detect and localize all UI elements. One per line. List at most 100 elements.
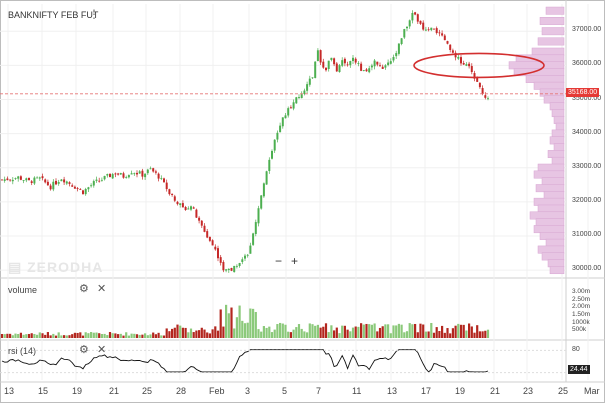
volume-bar — [270, 332, 274, 338]
volume-bar — [400, 324, 403, 338]
candle-body — [322, 61, 325, 68]
volume-bar — [435, 327, 438, 338]
candle-body — [438, 32, 441, 34]
volume-bar — [262, 326, 265, 338]
volume-bar — [179, 325, 182, 338]
volume-bar — [117, 334, 120, 338]
volume-bar — [54, 335, 58, 338]
volume-bar — [122, 335, 125, 338]
time-tick-label: Mar — [584, 386, 600, 396]
candle-body — [370, 65, 373, 68]
volume-profile-bar — [549, 266, 565, 275]
time-tick-label: 5 — [282, 386, 288, 396]
candle-body — [144, 173, 147, 178]
volume-bar — [195, 330, 198, 338]
volume-bar — [214, 326, 217, 338]
volume-bar — [422, 324, 425, 338]
candle-body — [268, 159, 271, 171]
candle-body — [379, 65, 381, 67]
candle-body — [435, 28, 438, 34]
volume-profile-bar — [525, 75, 565, 83]
price-tick-label: 33000.00 — [572, 162, 602, 170]
candle-body — [6, 178, 9, 181]
price-tick-label: 31000.00 — [572, 231, 602, 239]
zoom-in-button[interactable]: + — [291, 254, 299, 268]
volume-profile-bar — [539, 88, 565, 97]
volume-bar — [230, 307, 233, 338]
gear-icon[interactable]: ⚙ — [79, 283, 89, 295]
candle-body — [127, 175, 130, 178]
volume-bar — [119, 333, 122, 338]
volume-bar — [208, 333, 211, 338]
time-tick-label: 19 — [72, 386, 83, 396]
time-tick-label: 25 — [558, 386, 569, 396]
candle-body — [46, 181, 49, 186]
candle-body — [460, 57, 462, 64]
volume-bar — [327, 332, 330, 338]
volume-bar — [432, 332, 436, 338]
volume-profile-bar — [541, 252, 565, 261]
volume-bar — [160, 335, 163, 338]
volume-bar — [454, 325, 457, 338]
volume-profile-bar — [545, 6, 565, 15]
candle-body — [206, 231, 209, 238]
volume-bar — [157, 332, 160, 338]
candle-body — [98, 180, 101, 182]
candle-body — [389, 61, 392, 64]
volume-bar — [297, 324, 301, 338]
candle-body — [63, 179, 66, 183]
candle-body — [246, 254, 249, 256]
volume-bar — [125, 332, 128, 338]
volume-bar — [373, 323, 376, 338]
volume-tick-label: 500k — [572, 326, 587, 334]
candle-body — [55, 180, 57, 185]
volume-bar — [424, 331, 427, 338]
volume-bar — [73, 332, 76, 338]
zoom-out-button[interactable]: − — [275, 254, 283, 268]
candle-body — [9, 179, 12, 181]
time-tick-label: 21 — [109, 386, 120, 396]
volume-bar — [103, 333, 106, 338]
volume-bar — [52, 333, 55, 338]
volume-bar — [430, 322, 433, 338]
candle-body — [11, 179, 14, 182]
candle-body — [422, 22, 425, 30]
candle-body — [36, 177, 39, 179]
volume-bar — [287, 331, 290, 338]
close-icon[interactable]: ✕ — [97, 344, 107, 356]
volume-bar — [22, 334, 25, 338]
vertical-dots-icon[interactable]: ⋮ — [88, 7, 100, 21]
candle-body — [22, 180, 25, 182]
volume-bar — [41, 333, 44, 338]
volume-bar — [473, 332, 476, 338]
candle-body — [254, 222, 257, 234]
candle-body — [87, 187, 90, 190]
symbol-title[interactable]: BANKNIFTY FEB FUT — [8, 10, 99, 20]
watermark: ▤ ZERODHA — [8, 259, 104, 275]
volume-profile-bar — [537, 163, 565, 172]
candle-body — [433, 28, 435, 30]
close-icon[interactable]: ✕ — [97, 283, 107, 295]
volume-bar — [30, 333, 33, 338]
volume-bar — [335, 327, 338, 338]
candle-body — [141, 170, 144, 177]
volume-bar — [92, 332, 95, 338]
volume-bar — [36, 334, 39, 338]
volume-bar — [133, 333, 136, 338]
volume-bar — [311, 324, 314, 338]
candle-body — [14, 178, 17, 179]
candle-body — [381, 66, 384, 69]
volume-profile-bar — [543, 95, 565, 104]
candle-body — [33, 177, 36, 184]
volume-profile-bar — [553, 143, 565, 152]
volume-bar — [314, 325, 317, 338]
candle-body — [71, 185, 74, 187]
candle-body — [203, 225, 206, 232]
volume-bar — [438, 331, 441, 338]
gear-icon[interactable]: ⚙ — [79, 344, 89, 356]
volume-bar — [351, 327, 355, 338]
volume-bar — [192, 332, 195, 338]
candle-body — [265, 171, 268, 185]
time-tick-label: 3 — [245, 386, 251, 396]
candle-body — [306, 84, 309, 91]
